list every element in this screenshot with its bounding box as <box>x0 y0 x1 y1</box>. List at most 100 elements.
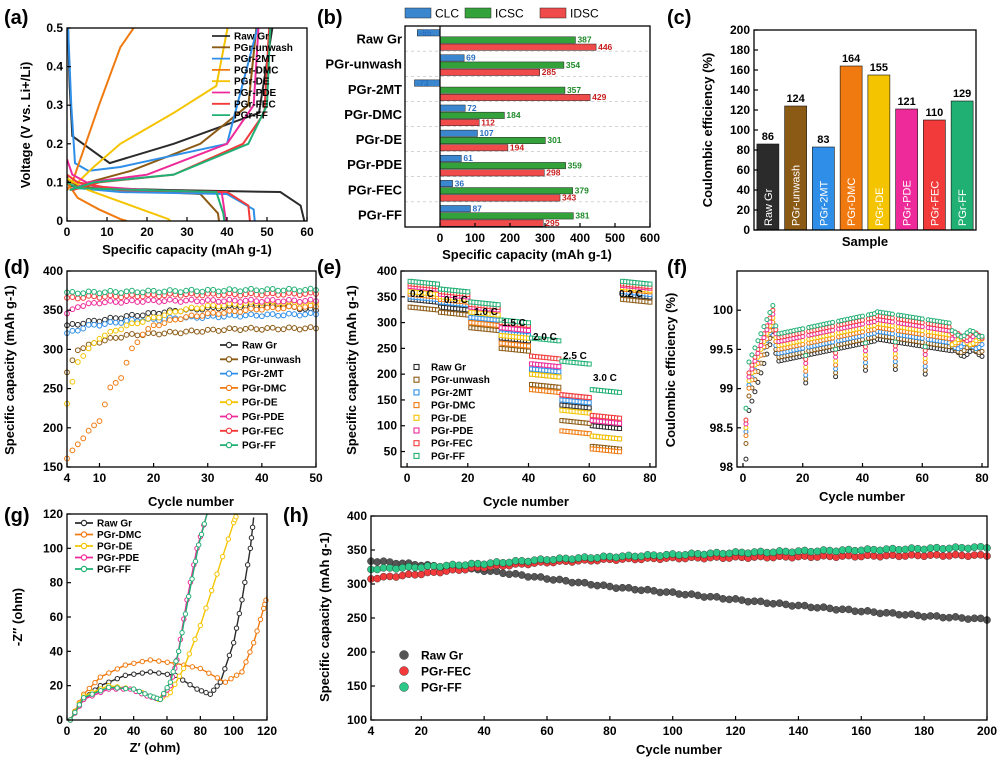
panel-h-legend-label-pgr-ff: PGr-FF <box>421 681 462 695</box>
panel-g-legend-label-pgr-dmc: PGr-DMC <box>97 530 141 541</box>
panel-a-curve-pgr-ff-discharge <box>67 181 226 221</box>
panel-h-point-pgr-ff <box>417 563 426 572</box>
panel-d-point-pgr-unwash <box>264 325 271 331</box>
panel-h-point-pgr-ff <box>474 559 482 568</box>
panel-g-point-raw-gr <box>131 671 137 677</box>
panel-h-point-pgr-ff <box>700 550 708 559</box>
panel-a-x-tick-label: 30 <box>180 225 194 239</box>
panel-h-point-pgr-ff <box>656 552 664 560</box>
panel-d-point-pgr-pde <box>280 298 287 305</box>
panel-f: 0 20 40 60 80 98 98.5 99 99.5 100 Cycle number Coul… <box>663 270 989 504</box>
panel-g-point-pgr-dmc <box>189 664 196 670</box>
panel-h-point-pgr-ff <box>398 563 407 572</box>
panel-h-point-raw-gr <box>543 575 551 583</box>
panel-d-point-pgr-ff <box>237 288 244 295</box>
panel-f-point-pgr-dmc <box>862 356 868 362</box>
panel-g-point-pgr-ff <box>105 684 112 691</box>
panel-d-point-pgr-unwash <box>307 324 314 331</box>
panel-a-x-tick-label: 60 <box>300 225 314 239</box>
panel-d-point-pgr-unwash <box>280 326 287 333</box>
panel-f-point-pgr-ff <box>860 313 865 319</box>
panel-g-point-pgr-ff <box>201 521 208 527</box>
panel-h-point-pgr-ff <box>844 545 853 554</box>
panel-g-point-pgr-dmc <box>92 679 98 686</box>
panel-d-point-pgr-ff <box>215 288 222 295</box>
panel-d-point-pgr-pde <box>139 299 146 305</box>
panel-g-point-raw-gr <box>226 652 233 659</box>
panel-h-point-pgr-ff <box>624 551 633 560</box>
panel-d-point-pgr-unwash <box>156 331 162 338</box>
panel-g-point-pgr-de <box>176 673 183 679</box>
panel-d-point-pgr-ff <box>258 287 265 294</box>
panel-label-f: (f) <box>667 257 687 279</box>
panel-c-bar-label-pgr-ff: PGr-FF <box>957 189 969 226</box>
panel-d-point-pgr-pde <box>194 298 200 305</box>
panel-h-legend-label-pgr-fec: PGr-FEC <box>421 665 471 679</box>
panel-g-point-raw-gr <box>222 666 228 672</box>
panel-f-point-pgr-ff <box>761 324 767 330</box>
panel-g-point-pgr-ff <box>185 593 192 600</box>
panel-h-point-raw-gr <box>555 575 564 584</box>
panel-a: 0 10 20 30 40 50 60 0 0.1 0.2 0.3 0.4 0.5 Specific ca… <box>18 21 314 257</box>
panel-h-point-pgr-ff <box>580 553 589 561</box>
panel-f-point-pgr-2mt <box>922 363 928 369</box>
panel-h-point-pgr-fec <box>945 551 954 560</box>
panel-d-y-tick-label: 200 <box>43 421 63 435</box>
panel-d-point-pgr-2mt <box>91 321 97 328</box>
panel-h-point-pgr-ff <box>612 553 620 562</box>
panel-e-point-pgr-dmc <box>617 449 623 455</box>
panel-a-x-tick-label: 10 <box>100 225 114 239</box>
panel-g-point-pgr-dmc <box>97 674 104 680</box>
panel-f-point-pgr-ff <box>803 353 809 359</box>
panel-c: 86 Raw Gr 124 PGr-unwash 83 PGr-2MT 164 PGr-DMC… <box>700 23 977 249</box>
panel-d-point-pgr-unwash <box>112 335 119 341</box>
panel-d-point-pgr-unwash <box>69 357 76 364</box>
panel-e-y-tick-label: 100 <box>377 419 397 433</box>
panel-g-x-tick-label: 60 <box>160 724 174 738</box>
panel-d-point-pgr-de <box>129 320 135 327</box>
panel-e-point-pgr-unwash <box>556 384 562 390</box>
panel-f-point-pgr-pde <box>803 360 809 366</box>
panel-h-point-pgr-ff <box>562 554 570 563</box>
panel-h-point-raw-gr <box>599 581 608 589</box>
panel-f-point-pgr-ff <box>946 320 952 326</box>
panel-e-point-pgr-de <box>617 436 623 442</box>
panel-g-y-tick-label: 40 <box>50 644 64 658</box>
panel-b-value-clc-pgr-de: 107 <box>479 128 493 138</box>
panel-a-legend-label-pgr-de: PGr-DE <box>234 77 270 88</box>
panel-e-y-tick-label: 350 <box>377 290 397 304</box>
panel-d-point-pgr-2mt <box>101 321 108 327</box>
panel-h-point-raw-gr <box>857 607 866 616</box>
panel-h-legend-marker-pgr-ff <box>399 682 409 692</box>
panel-b-category-pgr-dmc: PGr-DMC <box>344 107 402 122</box>
panel-d-point-pgr-pde <box>74 304 81 311</box>
panel-d-point-pgr-unwash <box>237 327 244 334</box>
panel-d-point-pgr-ff <box>134 289 141 296</box>
panel-h-point-pgr-ff <box>574 554 583 562</box>
panel-h-point-pgr-ff <box>549 556 558 564</box>
panel-h-x-tick-label: 200 <box>977 724 997 738</box>
panel-g-point-pgr-ff <box>80 694 87 701</box>
panel-d-point-pgr-dmc <box>74 441 81 448</box>
panel-e-legend-marker-pgr-pde <box>413 427 420 434</box>
panel-d-point-pgr-de <box>194 305 200 312</box>
panel-h-point-pgr-ff <box>706 549 715 558</box>
panel-d-point-pgr-ff <box>248 285 254 292</box>
panel-d-point-pgr-pde <box>118 299 125 306</box>
panel-f-point-pgr-pde <box>746 374 752 380</box>
panel-h-point-pgr-ff <box>863 545 872 553</box>
panel-f-point-pgr-unwash <box>833 370 839 376</box>
panel-d-legend-marker-pgr-fec <box>225 427 233 434</box>
panel-h-point-raw-gr <box>624 584 633 592</box>
panel-f-point-pgr-2mt <box>803 372 809 378</box>
panel-h-point-pgr-ff <box>838 546 847 554</box>
panel-b-bar-icsc-pgr-fec <box>439 187 573 195</box>
panel-h: 4 20 40 60 80 100 120 140 160 180 200 100 150 200 250 3… <box>317 509 997 757</box>
panel-g-point-pgr-de <box>197 622 204 629</box>
panel-d-point-pgr-pde <box>258 298 265 305</box>
panel-e-rate-label-1-0-c: 1.0 C <box>474 307 498 318</box>
panel-d-point-pgr-dmc <box>248 305 254 312</box>
panel-d-point-pgr-2mt <box>280 312 287 319</box>
panel-h-point-raw-gr <box>643 585 652 594</box>
panel-d-point-pgr-2mt <box>296 312 303 319</box>
